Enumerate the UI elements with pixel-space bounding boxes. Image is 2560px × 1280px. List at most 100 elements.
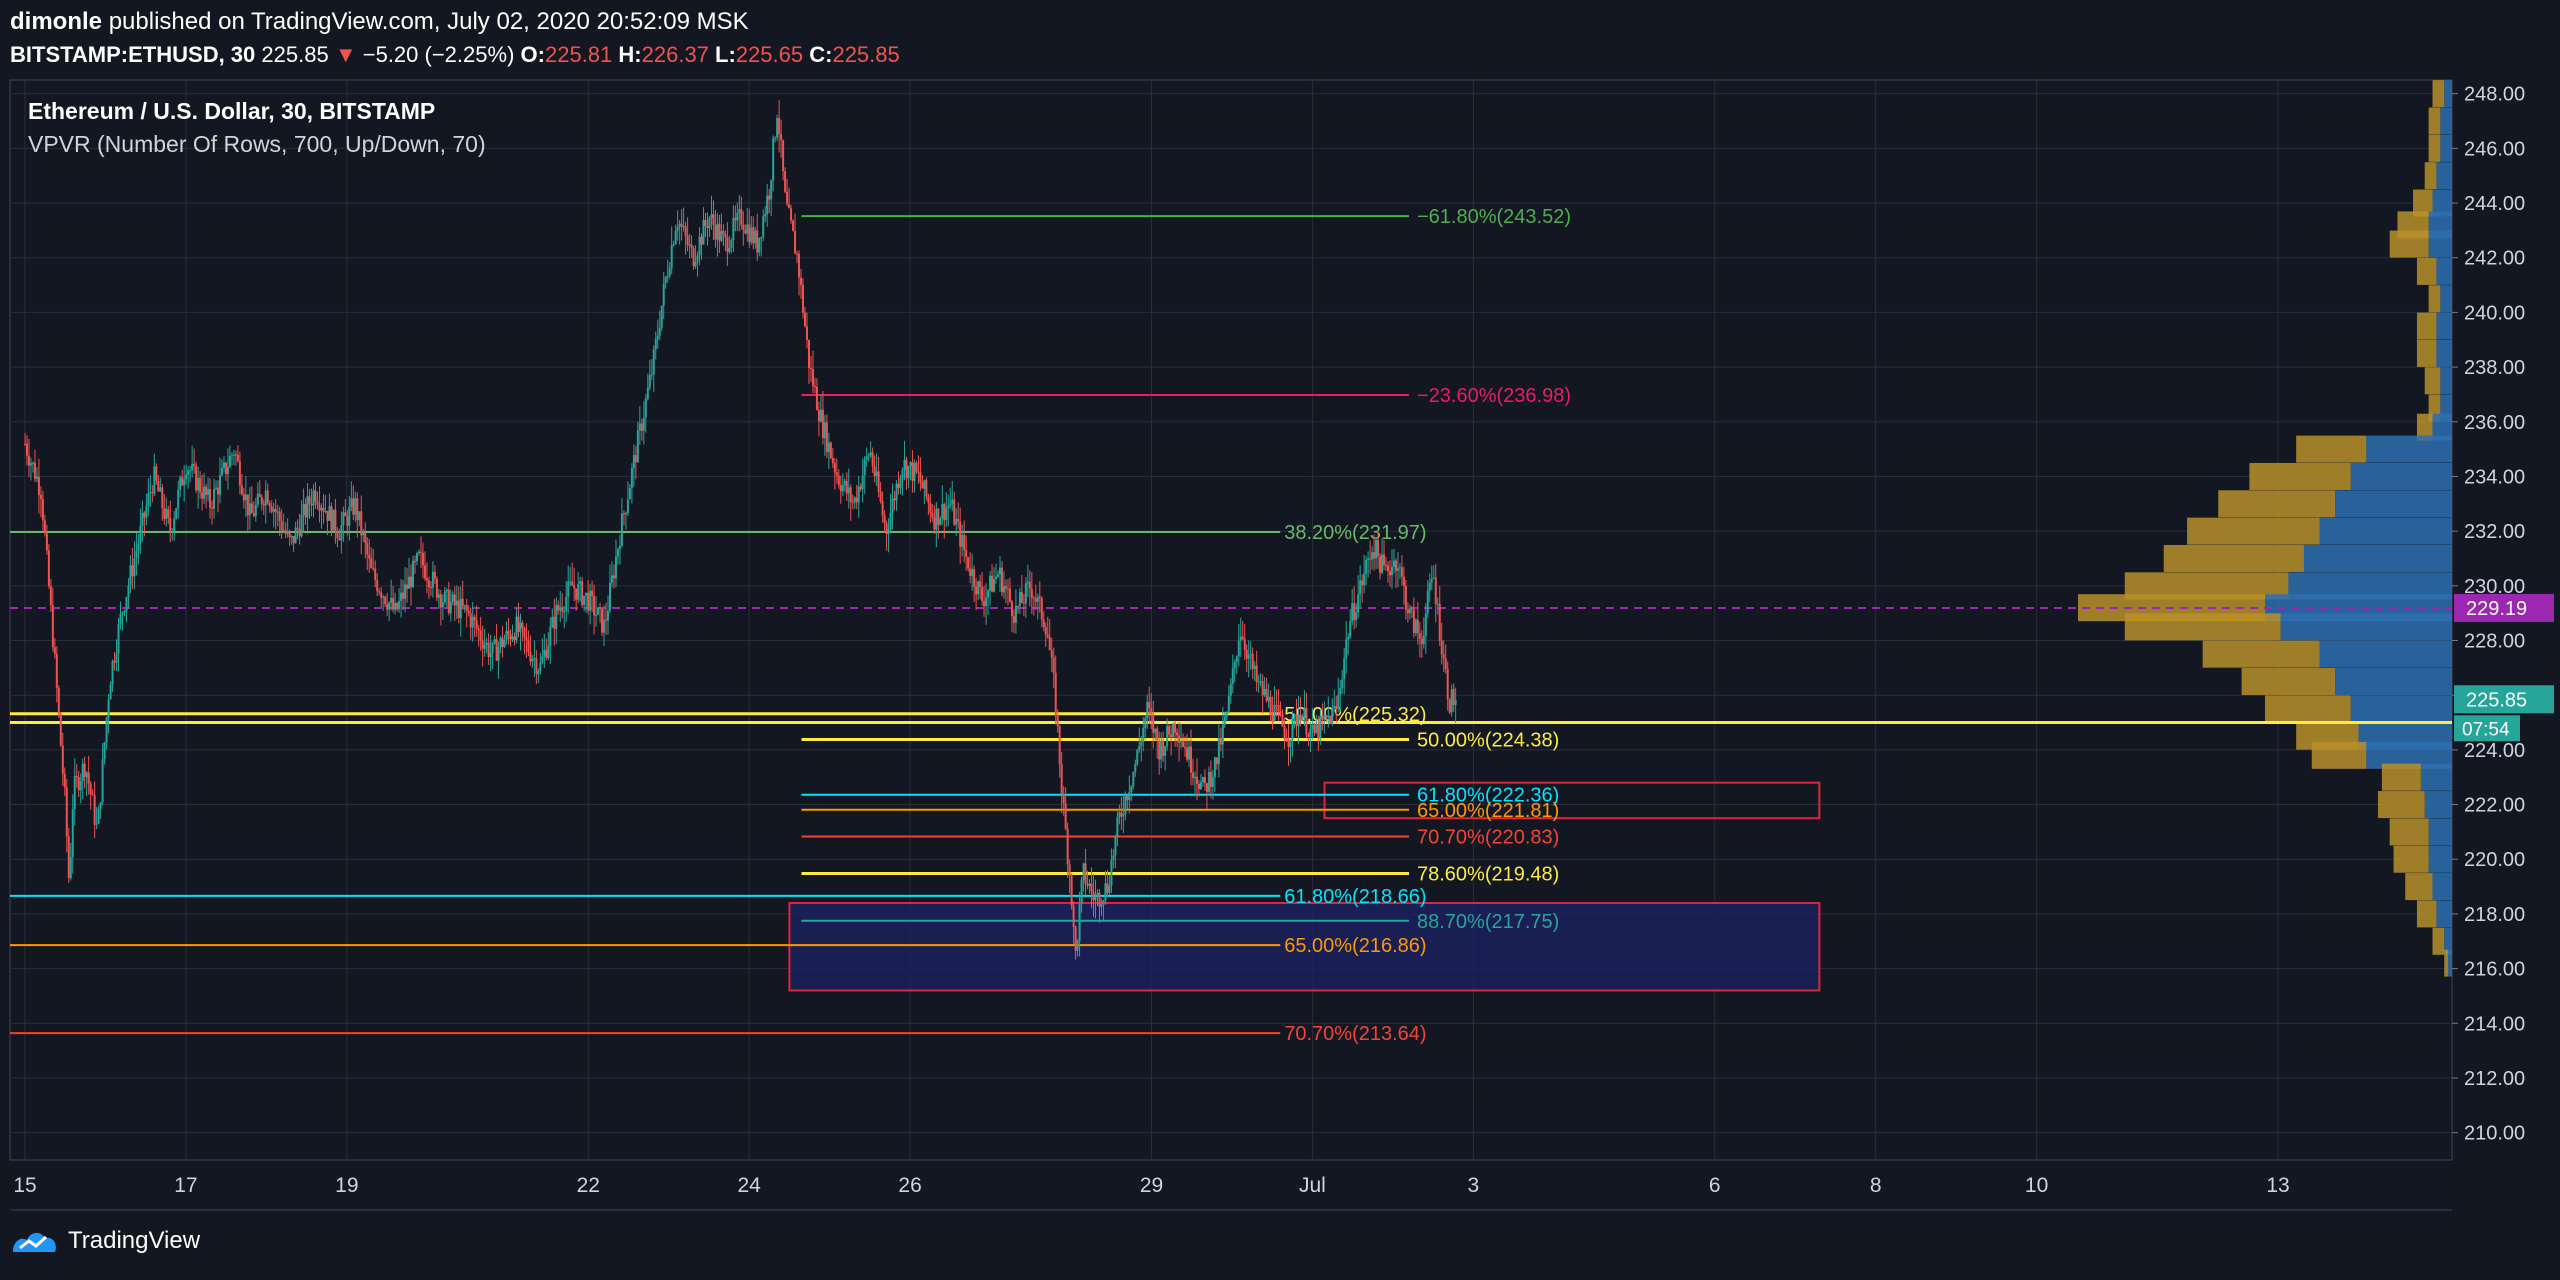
candle-body [871,452,874,467]
vpvr-up-bar [2444,927,2452,955]
candle-body [708,218,711,228]
candle-body [1448,699,1451,713]
candle-body [843,481,846,486]
candle-body [531,658,534,662]
candle-body [539,662,542,672]
author-name[interactable]: dimonle [10,8,103,35]
candle-body [89,783,92,795]
chart-legend-title[interactable]: Ethereum / U.S. Dollar, 30, BITSTAMP [28,98,436,124]
candle-body [915,462,918,472]
vpvr-up-bar [2350,695,2452,723]
vpvr-up-bar [2424,791,2452,819]
candle-body [1062,794,1065,804]
candle-body [965,550,968,557]
vpvr-down-bar [2428,134,2441,162]
vpvr-up-bar [2436,339,2452,367]
candle-body [567,581,570,597]
candle-body [877,471,880,492]
candle-body [1452,689,1455,705]
candle-body [410,576,413,588]
candle-body [607,610,610,621]
symbol-name[interactable]: BITSTAMP:ETHUSD, 30 [10,42,256,67]
vpvr-up-bar [2436,900,2452,928]
candle-body [800,277,803,285]
candle-body [1008,588,1011,602]
candle-body [718,223,721,241]
candle-body [183,479,186,486]
candle-body [865,456,868,460]
vpvr-down-bar [2202,640,2320,668]
candle-body [298,528,301,537]
candle-body [421,552,424,566]
candle-body [453,594,456,606]
vpvr-down-bar [2163,544,2304,572]
candle-body [65,787,68,837]
fib-level-label: 50.00%(224.38) [1417,729,1559,751]
candle-body [1404,586,1407,610]
y-tick-label: 244.00 [2464,193,2525,215]
x-tick-label: 10 [2025,1174,2048,1197]
candle-body [686,235,689,246]
candle-body [1392,560,1395,567]
candle-body [1064,803,1067,829]
candle-body [1192,772,1195,778]
y-tick-label: 232.00 [2464,521,2525,543]
vpvr-down-bar [2444,949,2449,977]
candle-body [368,554,371,559]
candle-body [587,592,590,611]
candles [24,100,1457,960]
low-label: L: [715,42,736,67]
candle-body [561,607,564,612]
candle-body [529,651,532,662]
candle-body [979,581,982,588]
candle-body [778,118,781,135]
candle-body [477,628,480,631]
vpvr-up-bar [2440,394,2452,422]
candle-body [282,530,285,532]
y-tick-label: 214.00 [2464,1013,2525,1035]
candle-body [41,498,44,521]
candle-body [43,520,46,534]
indicator-legend[interactable]: VPVR (Number Of Rows, 700, Up/Down, 70) [28,131,486,157]
candle-body [1195,776,1198,784]
candle-body [807,339,810,368]
candle-body [1385,565,1388,567]
footer-brand[interactable]: TradingView [68,1227,201,1254]
x-tick-label: 29 [1140,1174,1163,1197]
candle-body [875,471,878,477]
candle-body [698,236,701,256]
candle-body [792,220,795,231]
tradingview-logo-icon[interactable] [10,1226,60,1256]
candle-body [481,640,484,649]
vpvr-down-bar [2218,490,2336,518]
candle-body [493,639,496,643]
candle-body [294,527,297,544]
close-label: C: [809,42,833,67]
candle-body [185,474,188,480]
candle-body [431,571,434,588]
candle-body [236,454,239,461]
vpvr-up-bar [2440,134,2452,162]
candle-body [121,612,124,614]
candle-body [917,471,920,473]
candle-body [704,219,707,226]
candle-body [473,616,476,621]
candle-body [1104,883,1107,901]
candle-body [1329,715,1332,724]
candle-body [1221,724,1224,745]
vpvr-up-bar [2366,435,2452,463]
candle-body [1170,734,1173,738]
candle-body [1285,738,1288,742]
x-tick-label: 8 [1870,1174,1882,1197]
candle-body [1211,777,1214,787]
candle-body [384,596,387,605]
candle-body [632,455,635,469]
candle-body [913,462,916,481]
candle-body [1110,860,1113,886]
candle-body [412,560,415,588]
candle-body [1182,741,1185,747]
x-tick-label: 13 [2266,1174,2289,1197]
publish-text: published on TradingView.com, July 02, 2… [108,8,749,35]
candle-body [579,581,582,585]
